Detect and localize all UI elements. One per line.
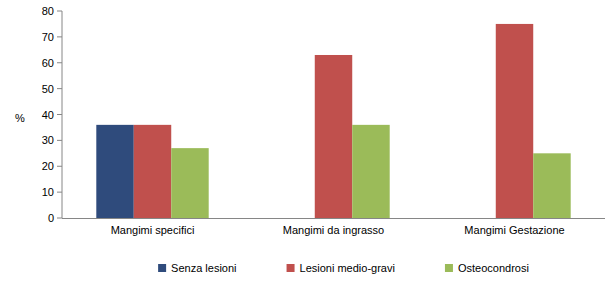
y-tick-label: 60 [42, 57, 54, 69]
y-tick [57, 140, 62, 141]
bar [533, 153, 570, 218]
y-tick-label: 80 [42, 5, 54, 17]
y-tick [57, 62, 62, 63]
bar [458, 218, 495, 219]
y-tick [57, 192, 62, 193]
legend-label: Lesioni medio-gravi [300, 262, 395, 274]
legend-swatch [445, 264, 453, 272]
y-axis-label: % [15, 112, 25, 124]
y-tick [57, 88, 62, 89]
y-tick-label: 50 [42, 83, 54, 95]
bar [96, 125, 133, 218]
x-tick-label: Mangimi specifici [111, 224, 195, 236]
y-tick-label: 40 [42, 109, 54, 121]
chart-container: 0 10 20 30 40 50 60 70 80% Mangimi specifici Mangi… [0, 0, 610, 285]
bar [352, 125, 389, 218]
legend: Senza lesioni Lesioni medio-gravi Osteocon… [158, 262, 529, 274]
bar [315, 55, 352, 218]
bar [134, 125, 171, 218]
legend-label: Osteocondrosi [458, 262, 529, 274]
y-tick [57, 11, 62, 12]
legend-swatch [287, 264, 295, 272]
bar [496, 24, 533, 218]
y-tick [57, 218, 62, 219]
y-tick [57, 114, 62, 115]
bar [171, 148, 208, 218]
legend-swatch [158, 264, 166, 272]
bar [277, 218, 314, 219]
bars [96, 24, 570, 218]
x-axis [62, 218, 605, 219]
chart-svg: 0 10 20 30 40 50 60 70 80% Mangimi specifici Mangi… [0, 0, 610, 285]
y-tick [57, 36, 62, 37]
y-tick-label: 70 [42, 31, 54, 43]
legend-label: Senza lesioni [171, 262, 236, 274]
y-tick-label: 10 [42, 186, 54, 198]
x-tick-label: Mangimi da ingrasso [283, 224, 385, 236]
y-tick-label: 30 [42, 134, 54, 146]
y-tick-label: 0 [48, 212, 54, 224]
x-tick-label: Mangimi Gestazione [464, 224, 564, 236]
y-tick-label: 20 [42, 160, 54, 172]
y-tick [57, 166, 62, 167]
